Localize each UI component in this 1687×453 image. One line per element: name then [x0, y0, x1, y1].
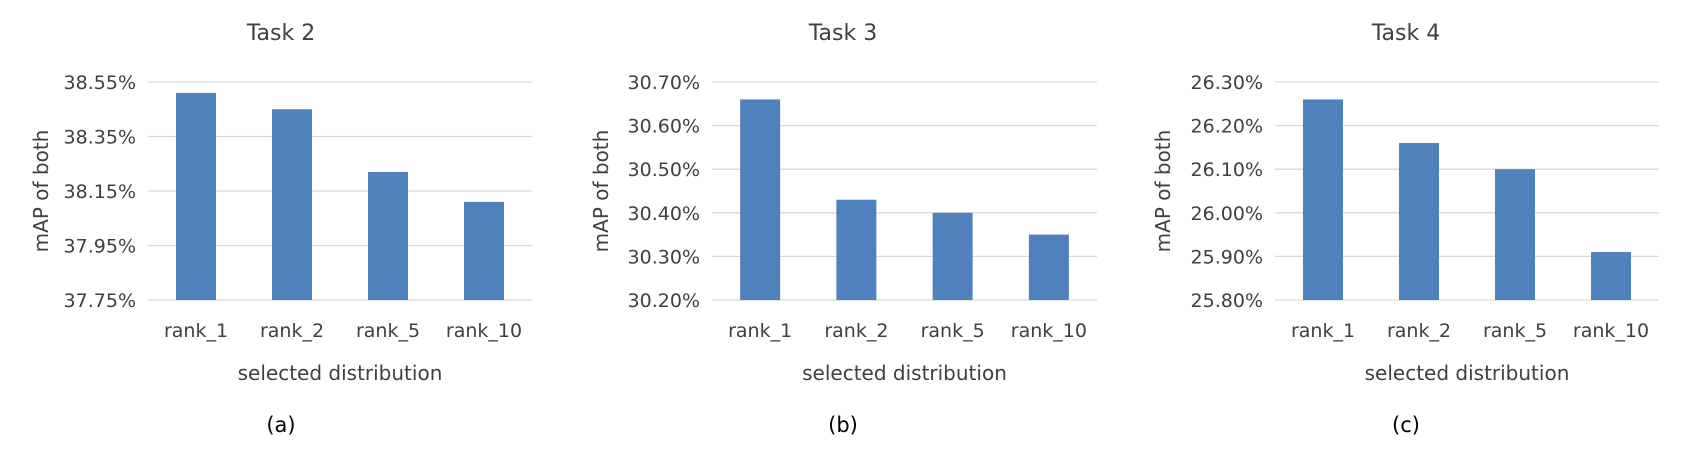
x-tick-label: rank_5	[1483, 320, 1547, 342]
y-tick-label: 30.30%	[628, 246, 700, 268]
x-tick-label: rank_1	[1291, 320, 1355, 342]
y-tick-label: 37.95%	[64, 236, 136, 258]
y-axis-label: mAP of both	[589, 130, 613, 253]
bar-rank-1	[176, 92, 216, 301]
y-tick-label: 26.30%	[1191, 72, 1263, 94]
y-tick-label: 38.15%	[64, 181, 136, 203]
chart-title: Task 2	[246, 21, 315, 46]
y-tick-label: 26.00%	[1191, 203, 1263, 225]
bar-rank-2	[1399, 143, 1439, 300]
x-axis-label: selected distribution	[1365, 361, 1570, 385]
y-axis-label: mAP of both	[29, 130, 53, 253]
chart-title: Task 3	[808, 21, 877, 46]
y-tick-label: 25.80%	[1191, 290, 1263, 312]
y-tick-label: 38.55%	[64, 72, 136, 94]
bar-rank-10	[464, 201, 504, 300]
x-tick-label: rank_1	[164, 320, 228, 342]
chart-panel-3: 25.80% 25.90% 26.00% 26.10% 26.20% 26.30% rank…	[1151, 21, 1659, 437]
x-tick-label: rank_5	[356, 320, 420, 342]
bar-rank-1	[1303, 99, 1343, 300]
x-tick-label: rank_10	[1011, 320, 1087, 342]
bar-rank-10	[1591, 252, 1631, 300]
y-tick-label: 38.35%	[64, 127, 136, 149]
x-axis-label: selected distribution	[238, 361, 443, 385]
y-tick-label: 26.20%	[1191, 116, 1263, 138]
chart-title: Task 4	[1371, 21, 1440, 46]
x-axis-label: selected distribution	[802, 361, 1007, 385]
bar-rank-10	[1028, 234, 1069, 300]
y-axis-label: mAP of both	[1151, 130, 1175, 253]
x-tick-label: rank_2	[824, 320, 888, 342]
y-tick-label: 30.40%	[628, 203, 700, 225]
x-tick-label: rank_5	[921, 320, 985, 342]
bar-rank-2	[836, 199, 877, 300]
x-tick-label: rank_2	[260, 320, 324, 342]
panel-caption: (a)	[266, 413, 295, 437]
x-tick-label: rank_2	[1387, 320, 1451, 342]
bar-rank-5	[368, 171, 408, 300]
y-tick-label: 30.20%	[628, 290, 700, 312]
panel-caption: (c)	[1392, 413, 1420, 437]
bar-rank-1	[740, 99, 781, 300]
bar-rank-2	[272, 109, 312, 300]
x-tick-label: rank_1	[728, 320, 792, 342]
x-tick-label: rank_10	[446, 320, 522, 342]
y-tick-label: 30.60%	[628, 116, 700, 138]
chart-panel-1: 37.75% 37.95% 38.15% 38.35% 38.55% rank_1 rank…	[29, 21, 532, 437]
x-tick-label: rank_10	[1573, 320, 1649, 342]
panel-caption: (b)	[828, 413, 858, 437]
bar-rank-5	[1495, 169, 1535, 300]
y-tick-label: 30.50%	[628, 159, 700, 181]
y-tick-label: 30.70%	[628, 72, 700, 94]
bar-rank-5	[932, 212, 973, 300]
y-tick-label: 37.75%	[64, 290, 136, 312]
y-tick-label: 26.10%	[1191, 159, 1263, 181]
y-tick-label: 25.90%	[1191, 246, 1263, 268]
chart-panel-2: 30.20% 30.30% 30.40% 30.50% 30.60% 30.70% rank…	[589, 21, 1097, 437]
